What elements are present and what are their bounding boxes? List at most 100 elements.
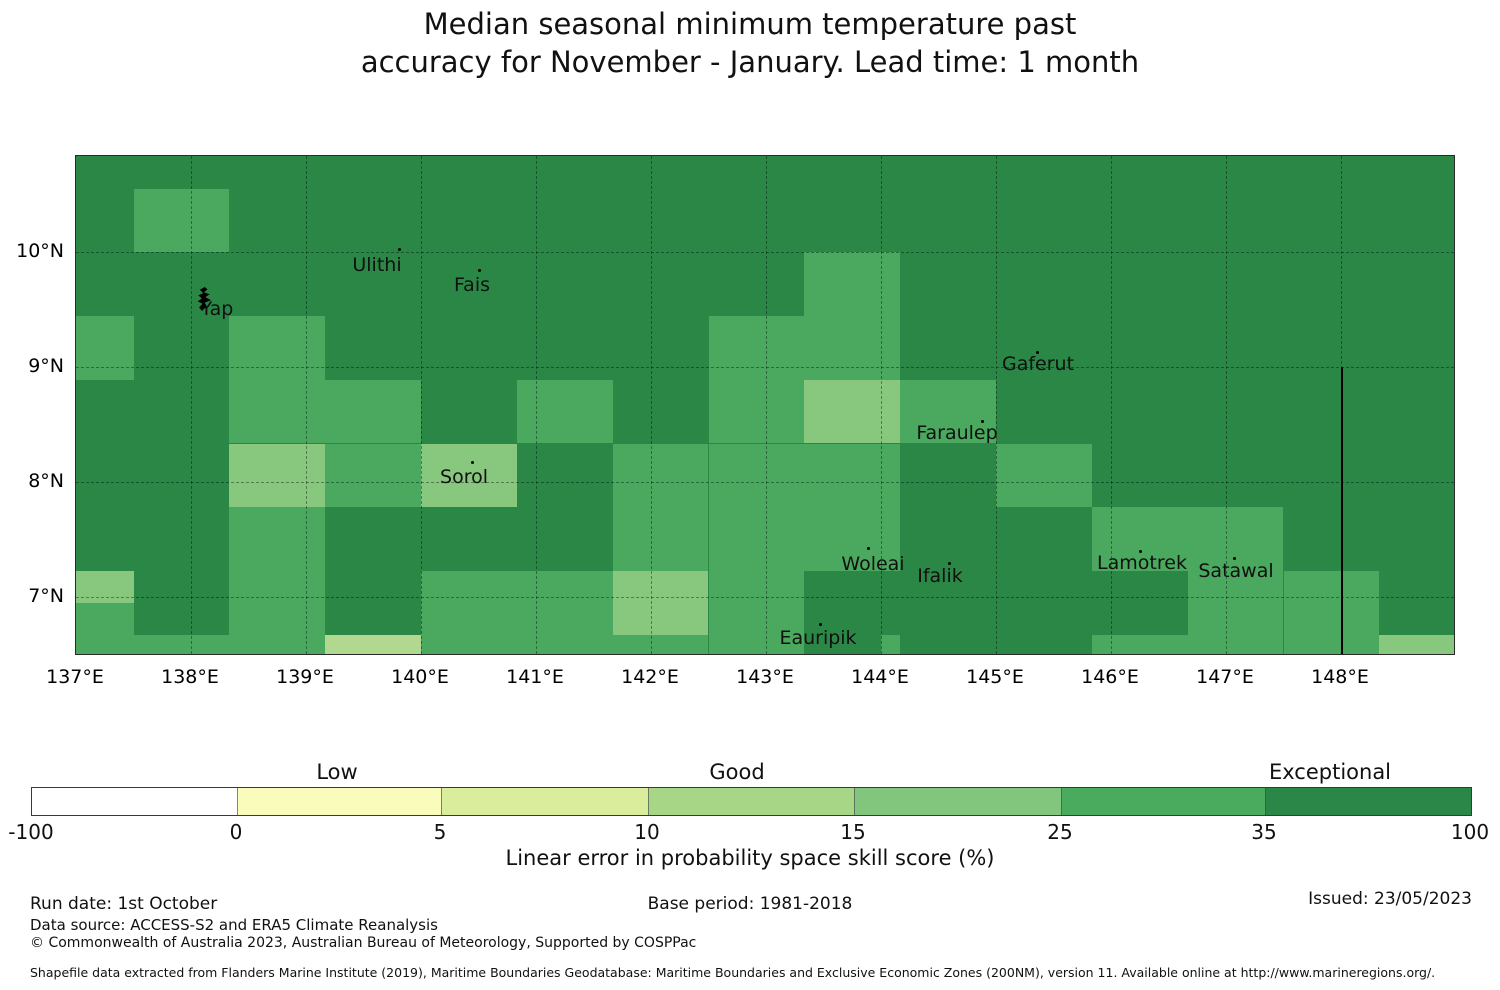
map-cell-M [804, 507, 901, 571]
map-cell-M [1091, 634, 1188, 654]
map-cell-M [229, 379, 326, 444]
map-cell-M [804, 252, 901, 316]
shapefile-attribution-text: Shapefile data extracted from Flanders M… [30, 965, 1436, 980]
island-dot-ulithi [398, 248, 401, 251]
colorbar-tick-label: 15 [840, 820, 866, 844]
map-cell-M [516, 571, 613, 635]
colorbar-tick-label: 35 [1251, 820, 1277, 844]
map-gridline-vertical [1226, 156, 1227, 654]
x-tick-label: 140°E [391, 666, 449, 688]
map-cell-L [76, 571, 134, 603]
x-tick-label: 145°E [966, 666, 1024, 688]
map-gridline-horizontal [76, 482, 1454, 483]
map-gridline-vertical [191, 156, 192, 654]
map-cell-M [708, 507, 805, 571]
map-cell-M [229, 571, 326, 635]
map-cell-M [325, 443, 421, 508]
map-cell-M [516, 634, 613, 654]
map-cell-M [881, 634, 901, 654]
y-tick-label: 10°N [16, 240, 64, 262]
map-cell-M [1187, 634, 1284, 654]
x-tick-label: 141°E [506, 666, 564, 688]
map-gridline-horizontal [76, 597, 1454, 598]
map-cell-M [421, 571, 517, 635]
map-gridline-vertical [1111, 156, 1112, 654]
map-cell-XL [325, 634, 421, 654]
map-cell-M [133, 188, 230, 253]
map-cell-M [1187, 507, 1284, 571]
map-cell-M [708, 316, 805, 380]
x-tick-label: 143°E [736, 666, 794, 688]
map-cell-L [421, 443, 517, 508]
map-cell-M [76, 603, 134, 654]
island-dot-woleai [867, 547, 870, 550]
colorbar-tick-label: 10 [634, 820, 660, 844]
island-label-sorol: Sorol [440, 466, 488, 488]
colorbar-segment [648, 788, 854, 815]
colorbar-tick-label: 100 [1450, 820, 1490, 844]
map-gridline-vertical [996, 156, 997, 654]
colorbar-segment [1061, 788, 1265, 815]
issued-date-text: Issued: 23/05/2023 [1308, 889, 1472, 909]
island-label-fais: Fais [453, 274, 491, 296]
data-source-text: Data source: ACCESS-S2 and ERA5 Climate … [30, 916, 438, 934]
map-cell-M [900, 379, 996, 444]
copyright-text: © Commonwealth of Australia 2023, Austra… [30, 935, 697, 951]
colorbar-segment [32, 788, 237, 815]
map-gridline-vertical [881, 156, 882, 654]
map-cell-M [1283, 634, 1380, 654]
map-cell-M [612, 634, 709, 654]
map-cell-M [708, 571, 805, 635]
x-tick-label: 147°E [1196, 666, 1254, 688]
map-gridline-horizontal [76, 367, 1454, 368]
base-period-text: Base period: 1981-2018 [647, 894, 853, 914]
chart-title: Median seasonal minimum temperature past… [0, 5, 1500, 81]
island-dot-faraulep [981, 420, 984, 423]
island-label-woleai: Woleai [841, 553, 905, 575]
map-cell-L [612, 571, 709, 635]
island-label-ifalik: Ifalik [917, 565, 963, 587]
map-cell-L [229, 443, 326, 508]
colorbar-tick-label: 0 [229, 820, 243, 844]
map-cell-M [1283, 571, 1380, 635]
map-cell-M [421, 634, 517, 654]
map-gridline-vertical [421, 156, 422, 654]
island-dot-satawal [1233, 557, 1236, 560]
map-cell-M [1187, 571, 1284, 635]
chart-title-line2: accuracy for November - January. Lead ti… [360, 45, 1140, 79]
map-cell-M [708, 443, 805, 508]
map-cell-M [612, 443, 709, 508]
colorbar-tick-label: -100 [8, 820, 54, 844]
island-dot-ifalik [948, 562, 951, 565]
colorbar [31, 787, 1472, 816]
map-gridline-horizontal [76, 252, 1454, 253]
colorbar-band-label-exceptional: Exceptional [1268, 760, 1392, 784]
island-label-ulithi: Ulithi [352, 254, 402, 276]
map-plot-area: Yap Ulithi Fais Gaferut Faraulep Sorol Woleai I… [75, 155, 1455, 655]
map-cell-M [229, 634, 326, 654]
x-tick-label: 142°E [621, 666, 679, 688]
map-cell-M [1091, 507, 1188, 571]
map-gridline-vertical [536, 156, 537, 654]
colorbar-tick-label: 5 [433, 820, 447, 844]
eez-boundary-line [1341, 367, 1343, 654]
colorbar-segment [854, 788, 1061, 815]
x-tick-label: 148°E [1311, 666, 1369, 688]
x-tick-label: 137°E [46, 666, 104, 688]
colorbar-segment [441, 788, 648, 815]
island-label-satawal: Satawal [1198, 560, 1274, 582]
island-label-faraulep: Faraulep [916, 422, 998, 444]
map-gridline-vertical [306, 156, 307, 654]
colorbar-caption: Linear error in probability space skill … [505, 846, 995, 870]
map-cell-M [804, 443, 901, 508]
map-cell-M [76, 316, 134, 380]
x-tick-label: 138°E [161, 666, 219, 688]
x-tick-label: 144°E [851, 666, 909, 688]
island-dot-eauripik [819, 623, 822, 626]
colorbar-segment [1265, 788, 1471, 815]
island-label-gaferut: Gaferut [1001, 353, 1075, 375]
colorbar-band-label-good: Good [709, 760, 765, 784]
map-cell-M [996, 443, 1092, 508]
map-cell-M [708, 634, 805, 654]
